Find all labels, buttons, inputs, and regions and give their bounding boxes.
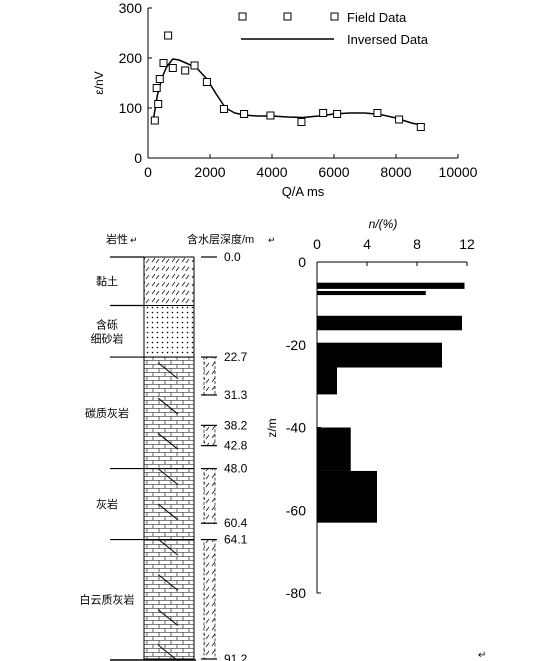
porosity-bar	[317, 282, 465, 289]
y-tick-label: 100	[119, 100, 143, 116]
porosity-bar	[317, 342, 442, 368]
aquifer-zone	[203, 468, 216, 524]
y-tick-label: 200	[119, 50, 143, 66]
field-data-point	[395, 115, 404, 124]
lithology-label: 碳质灰岩	[85, 406, 129, 420]
legend: Field Data Inversed Data	[238, 10, 429, 47]
depth-label: 0.0	[224, 250, 241, 264]
field-data-point	[155, 75, 164, 83]
x-tick-label: 6000	[318, 164, 349, 180]
y-tick-label: 0	[134, 150, 142, 166]
depth-label: 60.4	[224, 516, 248, 530]
lithology-label: 黏土	[96, 274, 118, 288]
y-tick-label: -80	[286, 585, 306, 601]
field-data-point	[150, 116, 159, 125]
limestone-hatch	[157, 573, 179, 591]
porosity-bar	[317, 470, 377, 523]
limestone-hatch	[157, 468, 179, 485]
field-data-point	[154, 100, 163, 108]
legend-label-field: Field Data	[347, 10, 407, 25]
legend-marker-field	[283, 12, 292, 21]
limestone-hatch	[157, 432, 179, 450]
y-tick-label: 300	[119, 0, 143, 16]
field-data-point	[168, 64, 177, 72]
field-data-point	[152, 84, 161, 92]
legend-marker-field	[330, 12, 339, 21]
field-data-point	[159, 59, 168, 67]
field-data-point	[373, 109, 382, 117]
porosity-chart: n/(%) 0 4 8 12 0 -20 -40 -60 -80 z/m	[265, 217, 475, 601]
top-x-axis-label: Q/A ms	[282, 184, 325, 199]
limestone-hatch	[157, 503, 179, 521]
field-data-point	[266, 111, 275, 120]
field-data-point	[297, 118, 306, 126]
footer-mark: ↵	[478, 650, 486, 661]
depth-label: 91.2	[224, 652, 248, 661]
aquifer-depth-header: 含水层深度/m	[187, 232, 254, 246]
depth-label: 48.0	[224, 462, 248, 476]
y-tick-label: 0	[298, 254, 306, 270]
x-tick-label: 0	[313, 236, 321, 252]
porosity-bar	[317, 367, 337, 395]
field-data-point	[190, 61, 199, 70]
limestone-hatch	[157, 362, 179, 380]
y-tick-label: -60	[286, 502, 306, 518]
lithology-header-mark: ↵	[130, 235, 138, 245]
field-data-point	[202, 78, 211, 86]
limestone-hatch	[157, 644, 179, 661]
lithology-label: 灰岩	[96, 497, 118, 511]
limestone-hatch	[157, 397, 179, 415]
lithology-label: 细砂岩	[91, 331, 124, 345]
lithology-label: 白云质灰岩	[80, 592, 135, 606]
aquifer-zone	[203, 356, 216, 396]
porosity-bar	[317, 427, 351, 471]
porosity-bar	[317, 290, 426, 296]
x-tick-label: 8	[413, 236, 421, 252]
lithology-layer	[143, 539, 195, 660]
x-tick-label: 0	[144, 164, 152, 180]
porosity-bar	[317, 315, 462, 331]
porosity-y-axis-label: z/m	[265, 418, 279, 437]
x-tick-label: 12	[459, 236, 475, 252]
aquifer-zone	[203, 425, 216, 447]
limestone-hatch	[157, 538, 179, 556]
x-tick-label: 4	[363, 236, 371, 252]
lithology-layer	[143, 256, 195, 306]
aquifer-depth-header-mark: ↵	[268, 235, 276, 245]
depth-label: 22.7	[224, 350, 248, 364]
y-tick-label: -40	[286, 420, 306, 436]
lithology-label: 含砾	[96, 317, 118, 331]
depth-label: 64.1	[224, 533, 248, 547]
limestone-hatch	[157, 609, 179, 627]
x-tick-label: 10000	[439, 164, 478, 180]
legend-label-inversed: Inversed Data	[347, 32, 429, 47]
depth-label: 42.8	[224, 439, 248, 453]
x-tick-label: 2000	[194, 164, 225, 180]
field-data-point	[164, 31, 173, 40]
top-y-axis-label: ε/nV	[92, 71, 106, 94]
y-tick-label: -20	[286, 337, 306, 353]
field-data-point	[333, 110, 342, 118]
top-chart: 0 100 200 300 0 2000 4000 6000 8000 10000 ε/nV Q…	[92, 0, 478, 199]
lithology-header: 岩性	[106, 232, 128, 246]
depth-label: 38.2	[224, 418, 248, 432]
aquifer-zone	[203, 539, 216, 660]
field-data-point	[181, 66, 190, 75]
field-data-point	[240, 110, 249, 118]
x-tick-label: 8000	[380, 164, 411, 180]
depth-label: 31.3	[224, 388, 248, 402]
legend-marker-field	[238, 12, 247, 21]
lithology-layer	[143, 356, 195, 470]
field-data-point	[219, 105, 228, 113]
field-data-point	[319, 109, 328, 117]
x-tick-label: 4000	[256, 164, 287, 180]
field-data-point	[416, 123, 425, 131]
lithology-layer	[143, 304, 195, 358]
porosity-x-axis-label: n/(%)	[369, 217, 398, 231]
lithology-layer	[143, 468, 195, 541]
